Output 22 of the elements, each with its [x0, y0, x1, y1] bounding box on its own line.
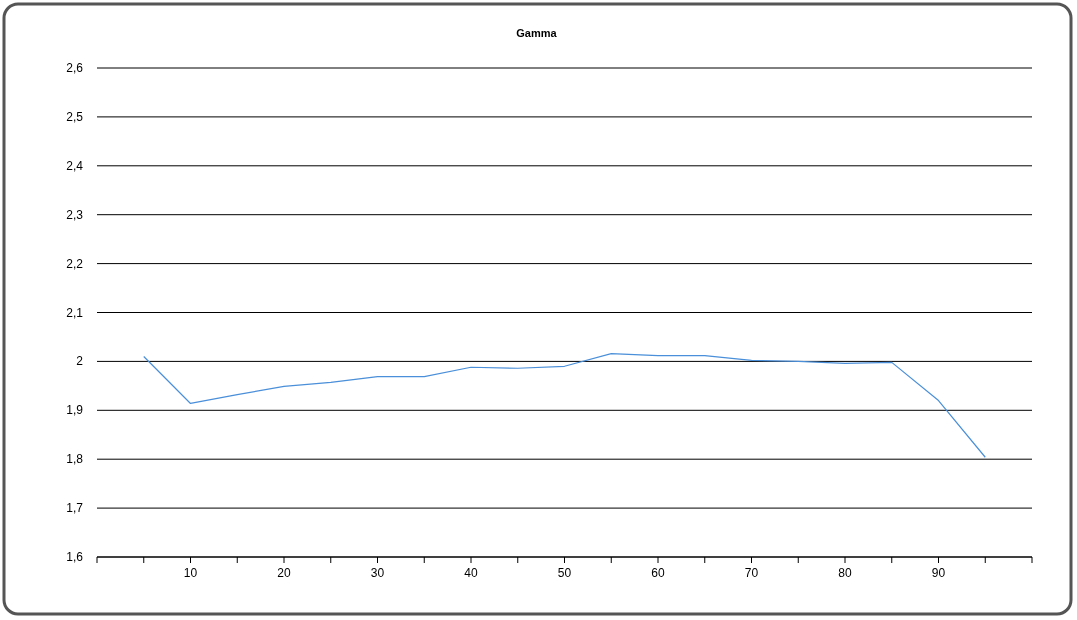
y-tick-label: 2	[76, 354, 84, 369]
x-tick-label: 10	[183, 566, 198, 580]
x-tick-label: 50	[557, 566, 572, 580]
x-tick-label: 90	[931, 566, 946, 580]
x-tick-label: 60	[651, 566, 665, 580]
x-tick-label: 70	[744, 566, 759, 580]
y-tick-label: 2,1	[66, 305, 84, 320]
y-tick-label: 2,3	[66, 207, 84, 222]
y-tick-label: 1,6	[66, 550, 84, 564]
x-tick-label: 40	[464, 566, 478, 580]
x-tick-label: 80	[838, 566, 852, 580]
y-tick-label: 1,8	[66, 452, 84, 467]
y-tick-label: 2,2	[66, 256, 84, 271]
y-tick-label: 2,4	[66, 158, 84, 173]
y-tick-label: 1,9	[66, 403, 84, 418]
y-tick-label: 1,7	[66, 501, 84, 516]
y-tick-label: 2,5	[66, 109, 84, 124]
x-tick-label: 30	[370, 566, 385, 580]
line-series	[143, 352, 986, 458]
chart-title: Gamma	[516, 27, 558, 39]
y-tick-label: 2,6	[66, 61, 84, 75]
x-tick-label: 20	[277, 566, 291, 580]
